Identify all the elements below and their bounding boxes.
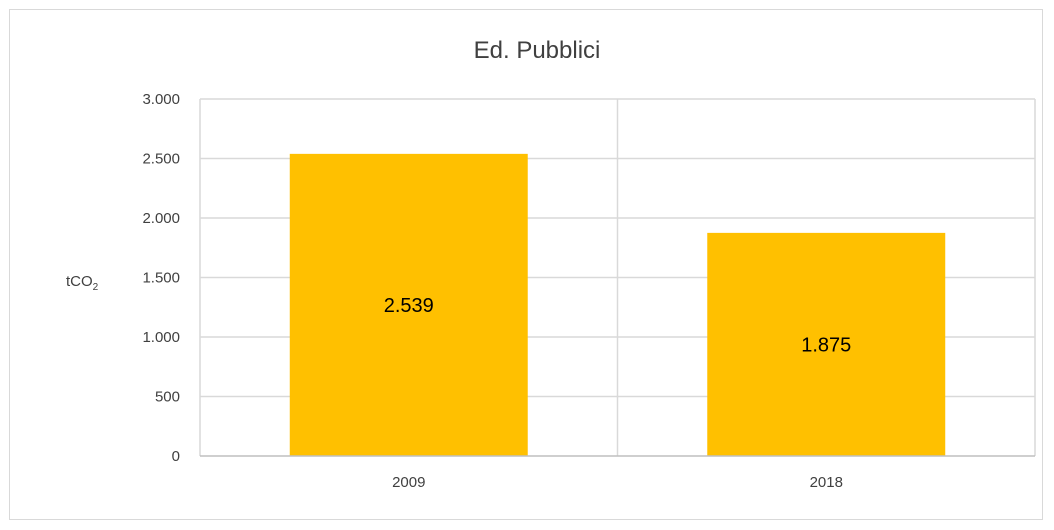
x-tick-label: 2009 <box>392 474 425 491</box>
y-tick-label: 1.500 <box>142 270 180 287</box>
data-label: 2.539 <box>384 295 434 317</box>
y-axis-label-main: tCO <box>66 273 93 290</box>
bar <box>707 232 946 456</box>
y-tick-label: 1.000 <box>142 329 180 346</box>
x-tick-label: 2018 <box>810 474 843 491</box>
bars: 2.539 1.875 <box>289 153 946 456</box>
y-axis: 0 500 1.000 1.500 2.000 2.500 3.000 <box>142 91 180 465</box>
data-label: 1.875 <box>801 334 851 356</box>
y-tick-label: 0 <box>172 448 180 465</box>
y-tick-label: 500 <box>155 389 180 406</box>
y-tick-label: 2.000 <box>142 210 180 227</box>
y-tick-label: 2.500 <box>142 151 180 168</box>
chart-title: Ed. Pubblici <box>474 37 601 64</box>
bar <box>289 153 528 456</box>
y-axis-label-subscript: 2 <box>93 282 99 293</box>
y-axis-label: tCO2 <box>66 273 99 293</box>
y-tick-label: 3.000 <box>142 91 180 108</box>
x-axis: 2009 2018 <box>200 455 1035 491</box>
